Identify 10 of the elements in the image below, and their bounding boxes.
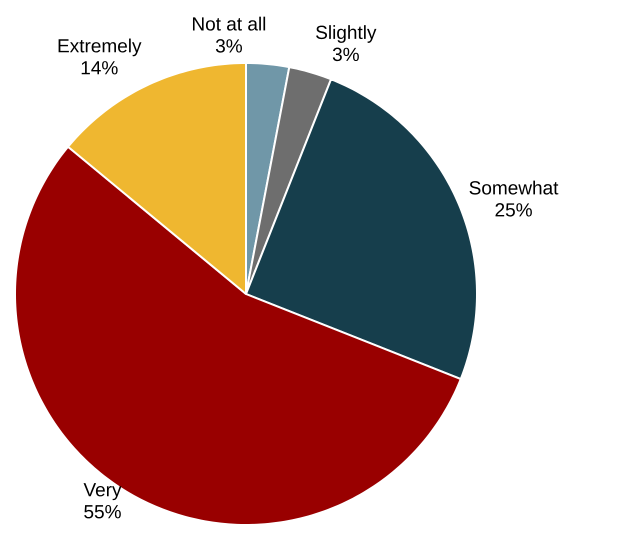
slice-label: Not at all [192, 16, 266, 31]
slice-label: Slightly [316, 25, 376, 43]
data-label: 14% [82, 61, 118, 74]
data-label: 3% [216, 39, 242, 53]
data-label: 25% [496, 203, 532, 217]
data-label: 55% [84, 505, 121, 518]
slice-label: Somewhat [470, 180, 558, 195]
data-label: 3% [332, 48, 359, 62]
slice-label: Extremely [58, 38, 142, 56]
slice-label: Very [84, 483, 122, 500]
